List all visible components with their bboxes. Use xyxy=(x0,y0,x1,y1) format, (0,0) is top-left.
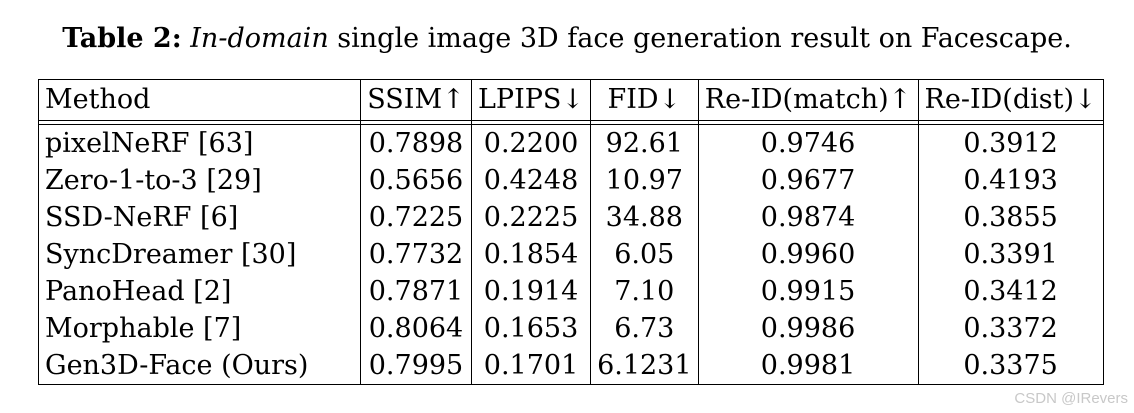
table-row: pixelNeRF [63] 0.7898 0.2200 92.61 0.974… xyxy=(38,124,1104,162)
lpips-cell: 0.1701 xyxy=(470,347,592,385)
reid-dist-cell-best: 0.3372 xyxy=(917,310,1104,347)
ssim-cell: 0.7225 xyxy=(360,199,472,236)
fid-cell: 6.1231 xyxy=(590,347,699,385)
reid-dist-cell: 0.4193 xyxy=(917,162,1104,199)
table-row: PanoHead [2] 0.7871 0.1914 7.10 0.9915 0… xyxy=(38,273,1104,310)
lpips-cell-best: 0.1653 xyxy=(470,310,592,347)
header-ssim: SSIM↑ xyxy=(360,79,472,121)
table-row: Zero-1-to-3 [29] 0.5656 0.4248 10.97 0.9… xyxy=(38,162,1104,199)
method-cell: Zero-1-to-3 [29] xyxy=(38,162,361,199)
header-fid: FID↓ xyxy=(590,79,699,121)
lpips-cell: 0.2225 xyxy=(470,199,592,236)
ssim-cell: 0.7995 xyxy=(360,347,472,385)
ssim-cell: 0.7732 xyxy=(360,236,472,273)
method-cell: Morphable [7] xyxy=(38,310,361,347)
fid-cell: 34.88 xyxy=(590,199,699,236)
reid-dist-cell: 0.3912 xyxy=(917,124,1104,162)
table-row: SSD-NeRF [6] 0.7225 0.2225 34.88 0.9874 … xyxy=(38,199,1104,236)
lpips-cell: 0.1914 xyxy=(470,273,592,310)
reid-match-cell: 0.9915 xyxy=(697,273,919,310)
method-cell: PanoHead [2] xyxy=(38,273,361,310)
reid-dist-cell: 0.3391 xyxy=(917,236,1104,273)
fid-cell: 10.97 xyxy=(590,162,699,199)
lpips-cell: 0.1854 xyxy=(470,236,592,273)
results-table: Method SSIM↑ LPIPS↓ FID↓ Re-ID(match)↑ R… xyxy=(38,79,1104,385)
header-separator xyxy=(38,120,1104,125)
table-caption: Table 2: In-domain single image 3D face … xyxy=(0,22,1134,56)
method-cell: SSD-NeRF [6] xyxy=(38,199,361,236)
ssim-cell: 0.5656 xyxy=(360,162,472,199)
reid-dist-cell: 0.3855 xyxy=(917,199,1104,236)
reid-dist-cell: 0.3412 xyxy=(917,273,1104,310)
header-method: Method xyxy=(38,79,361,121)
fid-cell-best: 6.05 xyxy=(590,236,699,273)
reid-match-cell: 0.9960 xyxy=(697,236,919,273)
method-cell: SyncDreamer [30] xyxy=(38,236,361,273)
caption-label: Table 2: xyxy=(62,23,182,54)
table-row: SyncDreamer [30] 0.7732 0.1854 6.05 0.99… xyxy=(38,236,1104,273)
header-reid-match: Re-ID(match)↑ xyxy=(697,79,919,121)
reid-match-cell: 0.9746 xyxy=(697,124,919,162)
ssim-cell: 0.7871 xyxy=(360,273,472,310)
ssim-cell-best: 0.8064 xyxy=(360,310,472,347)
reid-match-cell: 0.9981 xyxy=(697,347,919,385)
reid-dist-cell: 0.3375 xyxy=(917,347,1104,385)
method-cell: pixelNeRF [63] xyxy=(38,124,361,162)
table-row: Morphable [7] 0.8064 0.1653 6.73 0.9986 … xyxy=(38,310,1104,347)
caption-italic: In-domain xyxy=(190,23,329,54)
ssim-cell: 0.7898 xyxy=(360,124,472,162)
lpips-cell: 0.2200 xyxy=(470,124,592,162)
header-lpips: LPIPS↓ xyxy=(470,79,592,121)
lpips-cell: 0.4248 xyxy=(470,162,592,199)
fid-cell: 6.73 xyxy=(590,310,699,347)
reid-match-cell: 0.9874 xyxy=(697,199,919,236)
table-row-ours: Gen3D-Face (Ours) 0.7995 0.1701 6.1231 0… xyxy=(38,347,1104,385)
method-cell-ours: Gen3D-Face (Ours) xyxy=(38,347,361,385)
reid-match-cell: 0.9677 xyxy=(697,162,919,199)
fid-cell: 92.61 xyxy=(590,124,699,162)
reid-match-cell-best: 0.9986 xyxy=(697,310,919,347)
header-row: Method SSIM↑ LPIPS↓ FID↓ Re-ID(match)↑ R… xyxy=(38,79,1104,121)
fid-cell: 7.10 xyxy=(590,273,699,310)
caption-text: single image 3D face generation result o… xyxy=(328,23,1072,54)
header-reid-dist: Re-ID(dist)↓ xyxy=(917,79,1104,121)
watermark: CSDN @IRevers xyxy=(1014,390,1128,407)
